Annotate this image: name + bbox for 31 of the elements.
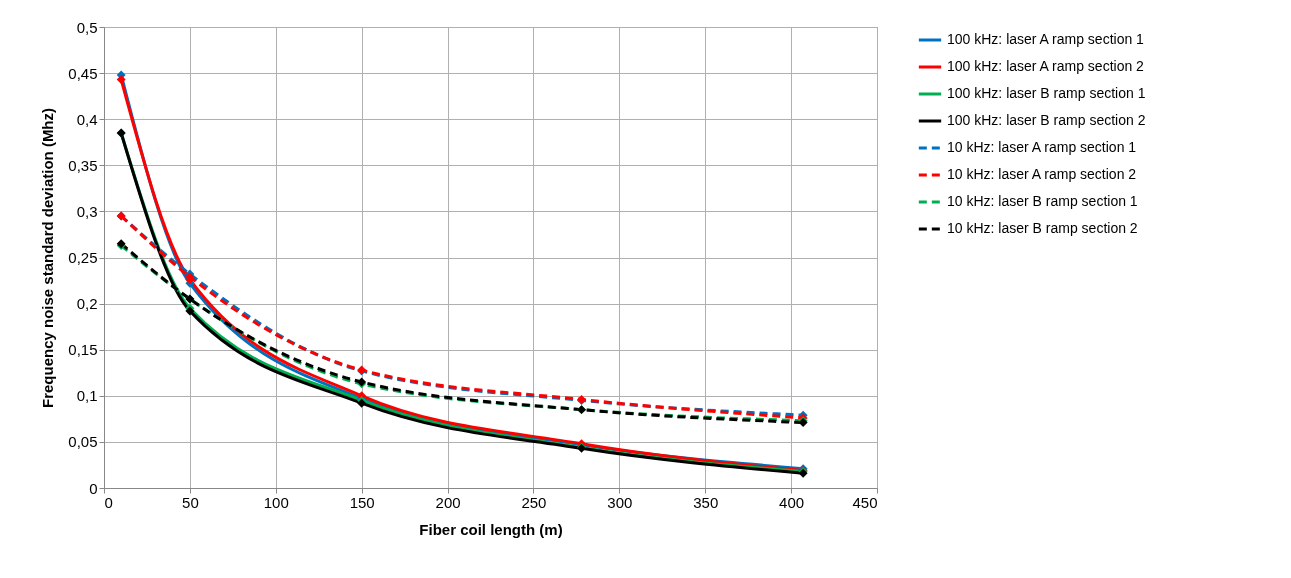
legend-label: 10 kHz: laser A ramp section 2	[947, 166, 1137, 182]
legend-label: 100 kHz: laser A ramp section 1	[947, 31, 1145, 47]
x-tick-label: 200	[435, 493, 461, 511]
y-tick-label: 0,45	[68, 64, 98, 82]
y-tick-label: 0,35	[68, 156, 98, 174]
y-tick-label: 0,15	[68, 341, 98, 359]
x-tick-label: 450	[852, 493, 878, 511]
x-tick-label: 400	[779, 493, 805, 511]
x-tick-label: 100	[263, 493, 289, 511]
legend-label: 100 kHz: laser B ramp section 2	[947, 112, 1146, 128]
y-tick-label: 0,2	[76, 295, 98, 313]
y-axis-title: Frequency noise standard deviation (Mhz)	[39, 107, 57, 409]
legend-label: 100 kHz: laser A ramp section 2	[947, 58, 1145, 74]
y-tick-label: 0,1	[76, 387, 98, 405]
legend-label: 10 kHz: laser B ramp section 1	[947, 193, 1138, 209]
y-tick-label: 0,4	[76, 110, 98, 128]
x-tick-label: 250	[521, 493, 547, 511]
y-tick-label: 0	[89, 479, 98, 497]
x-tick-label: 150	[349, 493, 375, 511]
x-tick-label: 300	[607, 493, 633, 511]
x-tick-label: 350	[693, 493, 719, 511]
x-tick-label: 50	[182, 493, 199, 511]
y-tick-label: 0,05	[68, 433, 98, 451]
legend-label: 100 kHz: laser B ramp section 1	[947, 85, 1146, 101]
y-tick-label: 0,5	[76, 18, 98, 36]
legend-label: 10 kHz: laser A ramp section 1	[947, 139, 1137, 155]
legend-label: 10 kHz: laser B ramp section 2	[947, 220, 1138, 236]
x-axis-title: Fiber coil length (m)	[419, 520, 563, 538]
y-tick-label: 0,3	[76, 202, 98, 220]
x-tick-label: 0	[104, 493, 113, 511]
y-tick-label: 0,25	[68, 249, 98, 266]
